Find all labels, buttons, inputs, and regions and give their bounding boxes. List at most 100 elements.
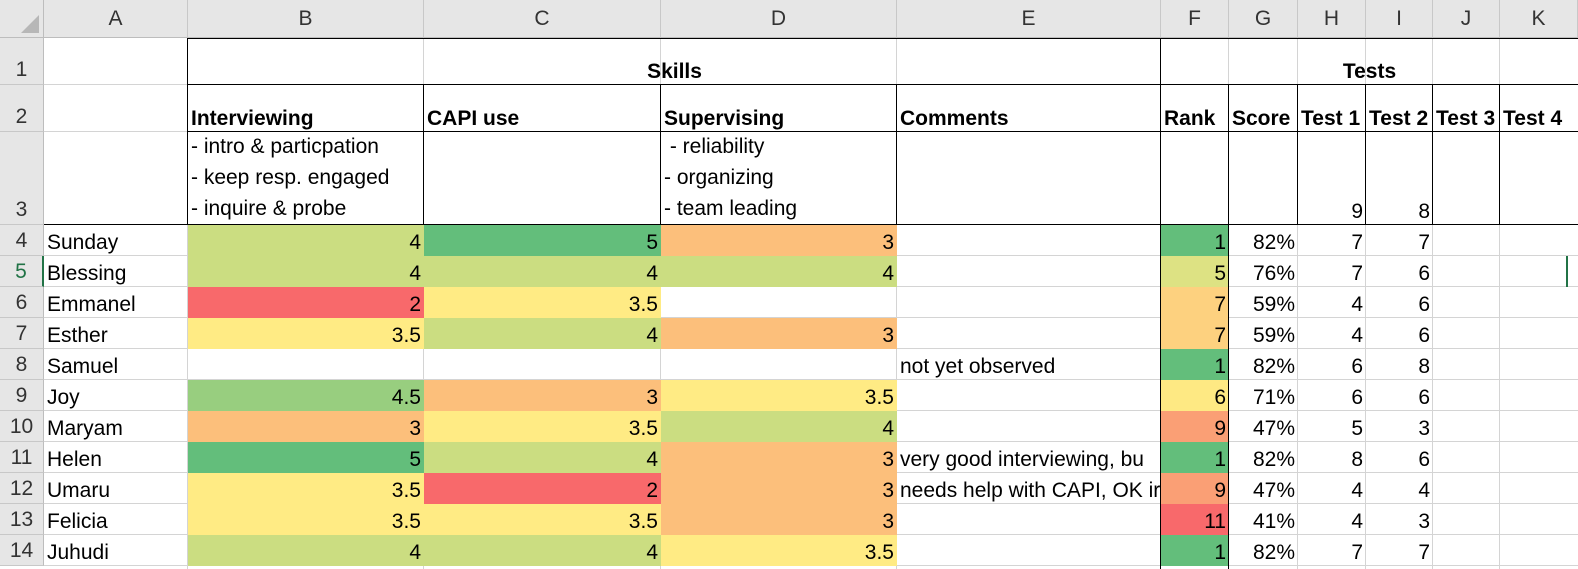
test-1-cell[interactable]: 6 <box>1351 386 1363 409</box>
test-3-cell[interactable] <box>1433 535 1500 566</box>
column-header-i[interactable]: I <box>1366 0 1433 38</box>
column-header-d[interactable]: D <box>661 0 897 38</box>
supervising-score[interactable] <box>661 287 897 318</box>
test-2-cell[interactable]: 3 <box>1418 510 1430 533</box>
test-3-cell[interactable] <box>1433 473 1500 504</box>
score-cell[interactable]: 76% <box>1252 262 1295 285</box>
capi-score[interactable]: 3 <box>424 380 661 411</box>
score-cell[interactable]: 47% <box>1252 417 1295 440</box>
test-4-cell[interactable] <box>1500 535 1578 566</box>
row-header-14[interactable]: 14 <box>0 535 44 566</box>
test-4-cell[interactable] <box>1500 225 1578 256</box>
test-4-cell[interactable] <box>1500 349 1578 380</box>
test-1-cell[interactable]: 7 <box>1351 262 1363 285</box>
test-3-cell[interactable] <box>1433 318 1500 349</box>
interviewing-score[interactable]: 4 <box>188 225 424 256</box>
header-test-3[interactable]: Test 3 <box>1436 107 1496 130</box>
test-4-cell[interactable] <box>1500 318 1578 349</box>
row-header-1[interactable]: 1 <box>0 38 44 85</box>
select-all-corner[interactable] <box>0 0 44 38</box>
test-3-cell[interactable] <box>1433 225 1500 256</box>
test-4-cell[interactable] <box>1500 473 1578 504</box>
test-2-cell[interactable]: 7 <box>1418 541 1430 564</box>
supervising-score[interactable]: 3.5 <box>661 535 897 566</box>
skills-header[interactable]: Skills <box>647 60 702 83</box>
rank-cell[interactable]: 5 <box>1161 256 1229 287</box>
capi-score[interactable]: 3.5 <box>424 287 661 318</box>
supervising-criteria[interactable]: - reliability - organizing - team leadin… <box>664 135 798 220</box>
trainee-name[interactable]: Umaru <box>47 479 111 502</box>
header-comments[interactable]: Comments <box>900 107 1009 130</box>
score-cell[interactable]: 41% <box>1252 510 1295 533</box>
test-1-cell[interactable]: 7 <box>1351 541 1363 564</box>
supervising-score[interactable] <box>661 349 897 380</box>
test-3-cell[interactable] <box>1433 256 1500 287</box>
test-1-cell[interactable]: 4 <box>1351 293 1363 316</box>
comment-cell[interactable] <box>897 256 1161 287</box>
header-test-2[interactable]: Test 2 <box>1369 107 1429 130</box>
comment-cell[interactable] <box>897 535 1161 566</box>
row-header-2[interactable]: 2 <box>0 85 44 132</box>
test-2-cell[interactable]: 6 <box>1418 386 1430 409</box>
header-test-1[interactable]: Test 1 <box>1301 107 1361 130</box>
capi-score[interactable]: 3.5 <box>424 504 661 535</box>
score-cell[interactable]: 82% <box>1252 355 1295 378</box>
rank-cell[interactable]: 11 <box>1161 504 1229 535</box>
trainee-name[interactable]: Juhudi <box>47 541 109 564</box>
trainee-name[interactable]: Samuel <box>47 355 119 378</box>
rank-cell[interactable]: 9 <box>1161 411 1229 442</box>
interviewing-score[interactable] <box>188 349 424 380</box>
comment-cell[interactable] <box>897 318 1161 349</box>
supervising-score[interactable]: 3 <box>661 442 897 473</box>
test-4-cell[interactable] <box>1500 380 1578 411</box>
comment-cell[interactable]: needs help with CAPI, OK ir <box>900 479 1161 502</box>
supervising-score[interactable]: 3 <box>661 225 897 256</box>
trainee-name[interactable]: Felicia <box>47 510 108 533</box>
interviewing-criteria[interactable]: - intro & particpation - keep resp. enga… <box>191 135 390 220</box>
column-header-c[interactable]: C <box>424 0 661 38</box>
capi-score[interactable]: 5 <box>424 225 661 256</box>
supervising-score[interactable]: 4 <box>661 411 897 442</box>
comment-cell[interactable] <box>897 380 1161 411</box>
comment-cell[interactable] <box>897 504 1161 535</box>
interviewing-score[interactable]: 3.5 <box>188 473 424 504</box>
capi-score[interactable]: 4 <box>424 442 661 473</box>
header-rank[interactable]: Rank <box>1164 107 1216 130</box>
rank-cell[interactable]: 1 <box>1161 225 1229 256</box>
capi-score[interactable]: 2 <box>424 473 661 504</box>
header-test-4[interactable]: Test 4 <box>1503 107 1563 130</box>
rank-cell[interactable]: 1 <box>1161 442 1229 473</box>
test-2-cell[interactable]: 6 <box>1418 324 1430 347</box>
header-supervising[interactable]: Supervising <box>664 107 785 130</box>
interviewing-score[interactable]: 2 <box>188 287 424 318</box>
trainee-name[interactable]: Maryam <box>47 417 123 440</box>
trainee-name[interactable]: Blessing <box>47 262 127 285</box>
capi-score[interactable]: 4 <box>424 318 661 349</box>
test-3-cell[interactable] <box>1433 504 1500 535</box>
rank-cell[interactable]: 9 <box>1161 473 1229 504</box>
trainee-name[interactable]: Helen <box>47 448 102 471</box>
test-4-cell[interactable] <box>1500 411 1578 442</box>
interviewing-score[interactable]: 3.5 <box>188 318 424 349</box>
header-interviewing[interactable]: Interviewing <box>191 107 314 130</box>
interviewing-score[interactable]: 4 <box>188 535 424 566</box>
column-header-a[interactable]: A <box>44 0 188 38</box>
test-3-cell[interactable] <box>1433 287 1500 318</box>
header-score[interactable]: Score <box>1232 107 1291 130</box>
test-4-cell[interactable] <box>1500 287 1578 318</box>
test-2-cell[interactable]: 7 <box>1418 231 1430 254</box>
column-header-k[interactable]: K <box>1500 0 1578 38</box>
column-header-g[interactable]: G <box>1229 0 1298 38</box>
trainee-name[interactable]: Esther <box>47 324 108 347</box>
interviewing-score[interactable]: 4 <box>188 256 424 287</box>
score-cell[interactable]: 82% <box>1252 448 1295 471</box>
supervising-score[interactable]: 3 <box>661 473 897 504</box>
tests-header[interactable]: Tests <box>1342 60 1397 83</box>
column-header-e[interactable]: E <box>897 0 1161 38</box>
interviewing-score[interactable]: 4.5 <box>188 380 424 411</box>
trainee-name[interactable]: Emmanel <box>47 293 136 316</box>
test-2-cell[interactable]: 6 <box>1418 293 1430 316</box>
supervising-score[interactable]: 3 <box>661 504 897 535</box>
comment-cell[interactable]: not yet observed <box>900 355 1056 378</box>
column-header-f[interactable]: F <box>1161 0 1229 38</box>
